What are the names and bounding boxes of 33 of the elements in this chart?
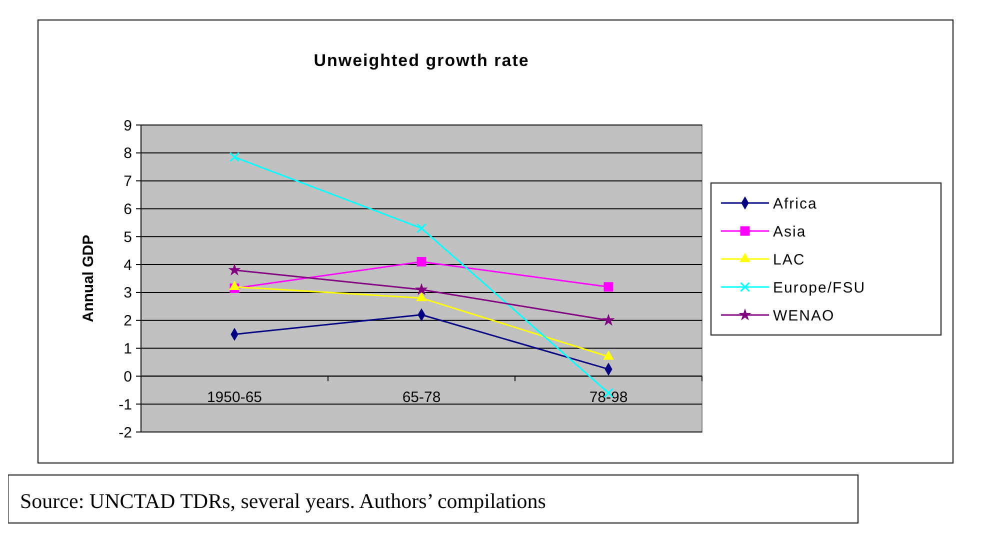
y-tick-label: 0: [124, 368, 132, 386]
legend-label: LAC: [773, 251, 806, 268]
y-tick-label: -1: [118, 396, 132, 414]
legend-label: Africa: [773, 195, 818, 212]
legend-label: Asia: [773, 223, 806, 240]
point: [229, 280, 240, 290]
point: [415, 282, 428, 296]
point: [603, 350, 614, 360]
x-tick-label: 78-98: [589, 389, 628, 406]
point: [416, 292, 427, 302]
point: [228, 263, 241, 276]
chart-title: Unweighted growth rate: [314, 51, 530, 70]
legend-label: WENAO: [773, 307, 835, 324]
point: [604, 282, 614, 292]
y-tick-label: 1: [124, 340, 132, 358]
y-tick-label: 2: [124, 312, 132, 330]
y-tick-label: 8: [124, 145, 132, 162]
x-tick-label: 65-78: [402, 389, 441, 406]
y-tick-label: 4: [124, 256, 132, 274]
y-tick-label: -2: [118, 424, 132, 442]
point: [416, 223, 427, 234]
y-tick-label: 3: [124, 284, 132, 302]
y-tick-label: 5: [124, 228, 132, 246]
point: [602, 314, 615, 326]
y-tick-label: 9: [124, 117, 132, 134]
x-tick-label: 1950-65: [206, 389, 262, 406]
source-note: Source: UNCTAD TDRs, several years. Authors’ compilations: [20, 489, 546, 513]
point: [229, 152, 240, 162]
point: [416, 257, 426, 266]
y-tick-label: 7: [124, 173, 132, 190]
legend-label: Europe/FSU: [773, 279, 866, 296]
y-axis-title: Annual GDP: [80, 234, 97, 322]
y-tick-label: 6: [124, 200, 132, 218]
